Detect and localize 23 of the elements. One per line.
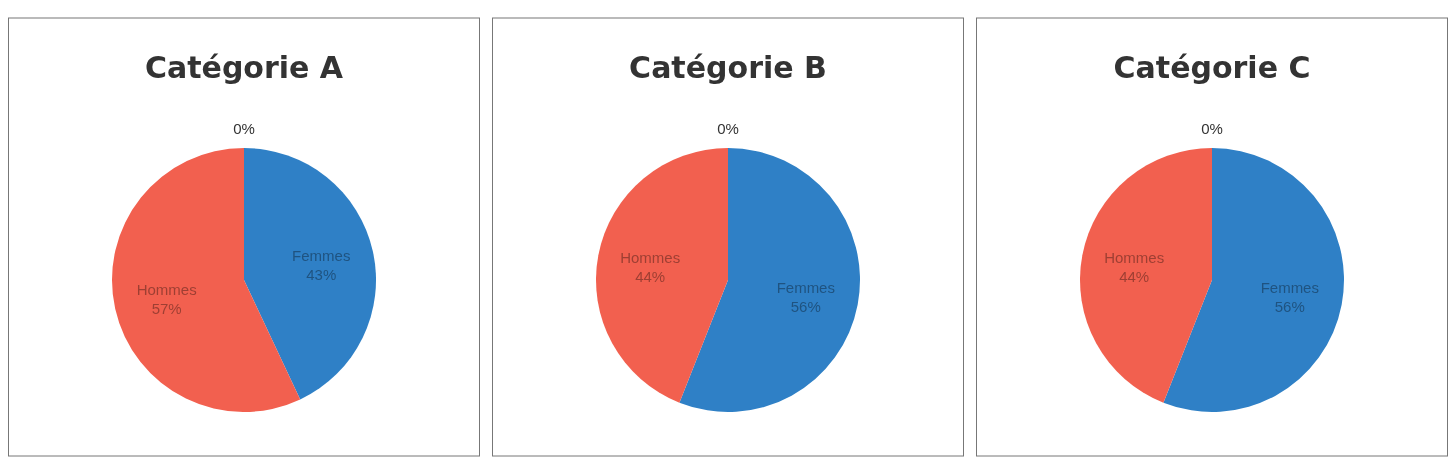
slice-label: Femmes (776, 278, 835, 296)
text: 0% (233, 120, 255, 137)
pie-slice (1080, 148, 1212, 403)
chart-title: Catégorie A (144, 50, 344, 85)
pie-slice (596, 148, 728, 403)
data-label: 57% (151, 300, 182, 318)
pie-slice (244, 148, 376, 400)
data-label: 56% (790, 297, 821, 315)
chart-title: Catégorie C (1113, 50, 1311, 85)
pie-slice (1163, 148, 1344, 412)
data-label: 44% (1119, 268, 1150, 286)
text: 0% (1201, 120, 1223, 137)
slice-label: Hommes (136, 281, 197, 299)
pie-slice (679, 148, 860, 412)
data-label: 56% (1274, 297, 1305, 315)
chart-title: Catégorie B (629, 50, 827, 85)
data-label: 44% (635, 268, 666, 286)
slice-label: Hommes (1104, 249, 1165, 267)
text: 0% (717, 120, 739, 137)
data-label: 43% (306, 265, 337, 283)
slice-label: Femmes (292, 246, 351, 264)
slice-label: Femmes (1260, 278, 1319, 296)
slice-label: Hommes (620, 249, 681, 267)
